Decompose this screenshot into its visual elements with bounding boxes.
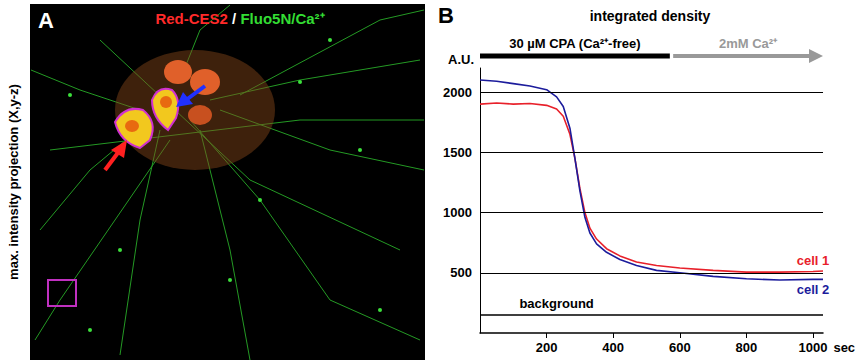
svg-text:A: A [38, 8, 54, 33]
svg-text:cell 2: cell 2 [797, 282, 830, 297]
svg-text:Red-CES2 / Fluo5N/Ca²⁺: Red-CES2 / Fluo5N/Ca²⁺ [155, 10, 324, 27]
svg-text:integrated density: integrated density [590, 8, 711, 24]
svg-text:2000: 2000 [443, 85, 472, 100]
svg-text:max. intensity projection (X,y: max. intensity projection (X,y-z) [6, 84, 21, 280]
svg-text:cell 1: cell 1 [797, 253, 830, 268]
svg-text:1500: 1500 [443, 145, 472, 160]
svg-text:A.U.: A.U. [448, 52, 474, 67]
svg-text:background: background [519, 296, 593, 311]
svg-text:sec: sec [833, 340, 855, 355]
svg-text:800: 800 [736, 340, 758, 355]
svg-text:200: 200 [536, 340, 558, 355]
svg-text:30 µM CPA (Ca²⁺-free): 30 µM CPA (Ca²⁺-free) [509, 36, 640, 51]
svg-text:1000: 1000 [799, 340, 828, 355]
svg-text:500: 500 [450, 265, 472, 280]
svg-text:600: 600 [669, 340, 691, 355]
svg-text:2mM Ca²⁺: 2mM Ca²⁺ [719, 36, 778, 51]
svg-text:B: B [438, 3, 454, 28]
svg-text:1000: 1000 [443, 205, 472, 220]
svg-text:400: 400 [602, 340, 624, 355]
